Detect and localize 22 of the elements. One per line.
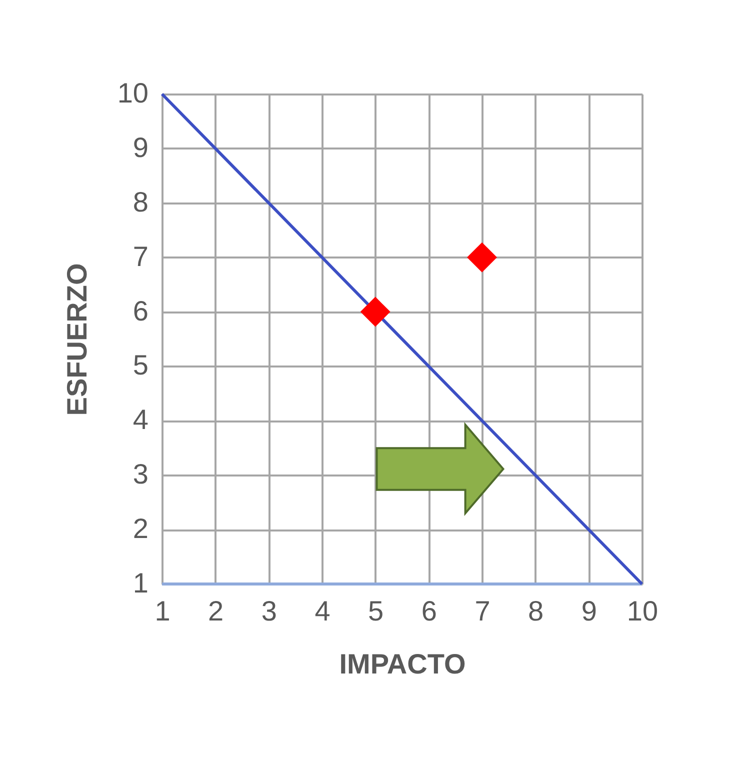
y-tick-label: 9 <box>132 132 148 163</box>
x-tick-label: 9 <box>581 596 597 626</box>
x-tick-label: 1 <box>154 596 170 626</box>
y-tick-label: 4 <box>132 404 148 436</box>
y-tick-label: 5 <box>132 350 148 381</box>
x-tick-label: 2 <box>208 596 224 626</box>
y-axis-title: ESFUERZO <box>61 263 92 416</box>
y-tick-label: 6 <box>132 295 148 326</box>
x-tick-label: 8 <box>528 596 544 626</box>
y-tick-label: 1 <box>132 568 148 598</box>
x-tick-label: 10 <box>626 596 658 626</box>
x-tick-label: 4 <box>314 596 330 626</box>
y-tick-label: 7 <box>132 240 148 272</box>
x-tick-label: 7 <box>474 596 490 626</box>
y-tick-label: 2 <box>132 513 148 544</box>
x-tick-label: 5 <box>368 596 384 626</box>
x-axis-title: IMPACTO <box>339 648 466 680</box>
y-tick-label: 10 <box>117 78 148 108</box>
y-tick-label: 8 <box>132 186 148 218</box>
y-tick-label: 3 <box>132 458 148 490</box>
x-tick-label: 3 <box>261 596 277 626</box>
x-tick-label: 6 <box>421 596 437 626</box>
